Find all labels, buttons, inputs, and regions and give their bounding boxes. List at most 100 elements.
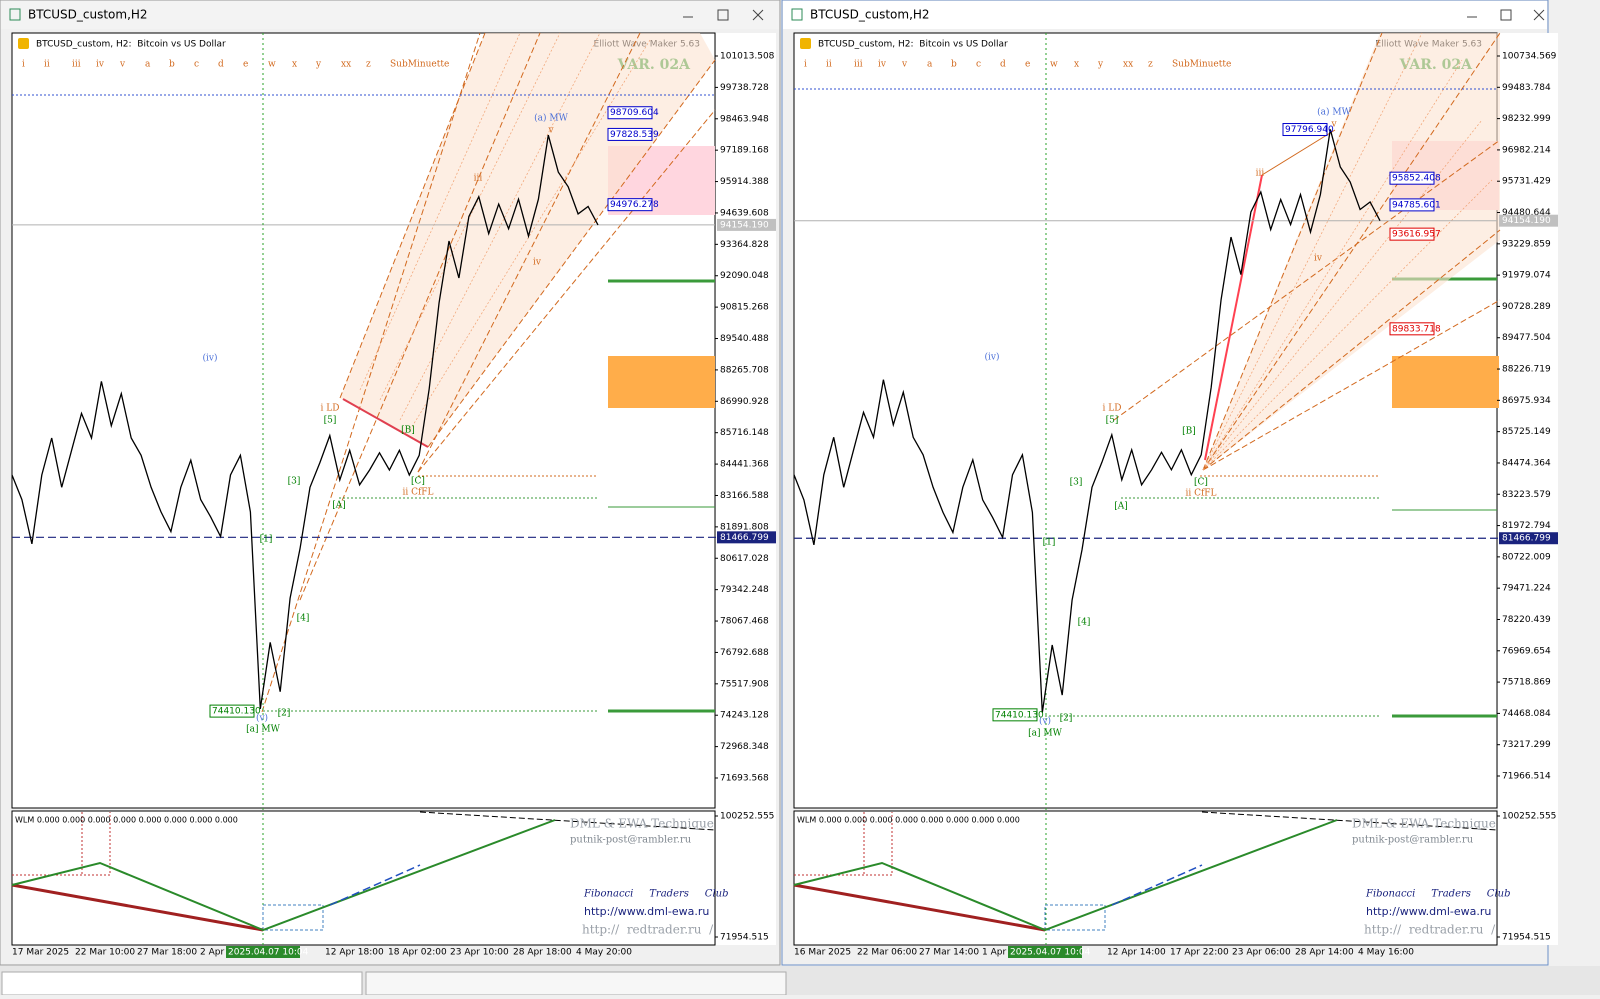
chart-header: BTCUSD_custom, H2: Bitcoin vs US Dollar: [818, 40, 1008, 50]
time-tick-label: 12 Apr 14:00: [1107, 948, 1166, 958]
fan-line: [1202, 229, 1501, 471]
price-tag-label: 97828.539: [610, 130, 659, 140]
price-tick-label: 83166.588: [720, 491, 769, 501]
indicator-club: Fibonacci Traders Club: [583, 889, 728, 900]
degree-button[interactable]: e: [1025, 60, 1030, 70]
cursor-time-label: 2025.04.07 10:04: [1010, 948, 1091, 958]
degree-button[interactable]: x: [292, 60, 297, 70]
price-tick-label: 100734.569: [1502, 52, 1557, 62]
maximize-button[interactable]: [717, 9, 729, 21]
price-tick-label: 99738.728: [720, 83, 769, 93]
ind-green: [11, 819, 556, 932]
degree-button[interactable]: b: [169, 60, 175, 70]
degree-button[interactable]: z: [366, 60, 371, 70]
ind-green: [793, 819, 1338, 932]
price-tick-label: 90815.268: [720, 303, 769, 313]
time-tick-label: 4 May 16:00: [1358, 948, 1414, 958]
wave-line: [342, 398, 429, 448]
degree-button[interactable]: b: [951, 60, 957, 70]
price-tick-label: 83223.579: [1502, 490, 1551, 500]
price-tick-label: 71693.568: [720, 774, 769, 784]
price-tick-label: 71966.514: [1502, 772, 1551, 782]
time-tick-label: 18 Apr 02:00: [388, 948, 447, 958]
price-tag-label: 89833.718: [1392, 324, 1441, 334]
degree-button[interactable]: w: [1050, 60, 1058, 70]
close-button[interactable]: [1533, 9, 1545, 21]
indicator-email: putnik-post@rambler.ru: [1352, 835, 1474, 846]
wave-label: i LD: [321, 404, 340, 414]
degree-button[interactable]: y: [315, 60, 322, 70]
fan-line: [379, 32, 561, 401]
indicator-brand: DML & EWA Technique: [1352, 817, 1496, 831]
price-tick-label: 85716.148: [720, 428, 769, 438]
price-tick-label: 80617.028: [720, 554, 769, 564]
fan-line: [1202, 32, 1501, 471]
ind-blue: [1111, 864, 1203, 906]
app-icon: [791, 8, 803, 21]
degree-button[interactable]: SubMinuette: [390, 60, 449, 70]
degree-button[interactable]: i: [22, 60, 25, 70]
price-tick-label: 80722.009: [1502, 552, 1551, 562]
symbol-icon: [800, 38, 811, 49]
wave-label: v: [1330, 120, 1337, 130]
wave-label: [a] MW: [1028, 729, 1062, 739]
degree-button[interactable]: ii: [44, 60, 50, 70]
degree-button[interactable]: SubMinuette: [1172, 60, 1231, 70]
price-tick-label: 85725.149: [1502, 427, 1551, 437]
degree-button[interactable]: xx: [341, 60, 351, 70]
price-tag: [209, 704, 255, 718]
degree-button[interactable]: iii: [854, 60, 863, 70]
degree-button[interactable]: iii: [72, 60, 81, 70]
price-tick-label: 101013.508: [720, 52, 775, 62]
tab[interactable]: [1, 971, 363, 996]
degree-button[interactable]: z: [1148, 60, 1153, 70]
degree-button[interactable]: iv: [96, 60, 105, 70]
wave-label: iii: [1256, 169, 1265, 179]
degree-button[interactable]: c: [194, 60, 199, 70]
price-tick-label: 97189.168: [720, 146, 769, 156]
fan-line: [1202, 32, 1423, 471]
fan-line: [1202, 32, 1383, 471]
price-tag-label: 74410.130: [212, 707, 261, 717]
degree-button[interactable]: a: [927, 60, 933, 70]
degree-button[interactable]: v: [901, 60, 908, 70]
price-tick-label: 78220.439: [1502, 615, 1551, 625]
degree-button[interactable]: i: [804, 60, 807, 70]
close-button[interactable]: [752, 9, 764, 21]
degree-button[interactable]: e: [243, 60, 248, 70]
ind-red: [793, 883, 1046, 932]
degree-button[interactable]: c: [976, 60, 981, 70]
degree-button[interactable]: w: [268, 60, 276, 70]
fan-line: [1202, 119, 1483, 471]
degree-button[interactable]: ii: [826, 60, 832, 70]
price-tag: [1389, 171, 1435, 185]
wave-label: [4]: [297, 614, 310, 624]
tab[interactable]: [365, 971, 787, 996]
price-tick-label: 78067.468: [720, 617, 769, 627]
degree-button[interactable]: xx: [1123, 60, 1133, 70]
wave-label: [4]: [1078, 618, 1091, 628]
degree-button[interactable]: a: [145, 60, 151, 70]
degree-button[interactable]: d: [1000, 60, 1006, 70]
indicator-tick-label: 71954.515: [1502, 933, 1551, 943]
degree-button[interactable]: y: [1097, 60, 1104, 70]
degree-button[interactable]: x: [1074, 60, 1079, 70]
price-tick-label: 91979.074: [1502, 271, 1551, 281]
axis-area: [716, 33, 776, 945]
maximize-button[interactable]: [1500, 9, 1512, 21]
wave-label: [2]: [1060, 714, 1073, 724]
degree-button[interactable]: d: [218, 60, 224, 70]
time-tick-label: 4 May 20:00: [576, 948, 632, 958]
price-tick-label: 92090.048: [720, 271, 769, 281]
price-tick-label: 72968.348: [720, 742, 769, 752]
degree-button[interactable]: v: [119, 60, 126, 70]
price-tag: [1389, 322, 1435, 336]
degree-button[interactable]: iv: [878, 60, 887, 70]
price-tick-label: 95731.429: [1502, 177, 1551, 187]
time-tick-label: 27 Mar 18:00: [137, 948, 197, 958]
price-tick-label: 74243.128: [720, 711, 769, 721]
current-price-label: 94154.190: [1502, 216, 1551, 226]
price-tag-label: 98709.604: [610, 108, 659, 118]
price-tick-label: 73217.299: [1502, 740, 1551, 750]
